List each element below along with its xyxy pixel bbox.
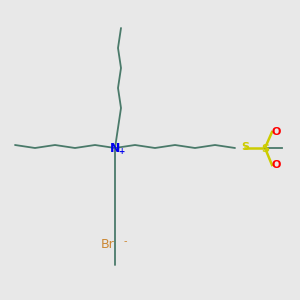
Text: Br: Br — [101, 238, 115, 251]
Text: O: O — [271, 127, 281, 137]
Text: O: O — [271, 160, 281, 170]
Text: S: S — [261, 144, 269, 154]
Text: N: N — [110, 142, 120, 154]
Text: -: - — [123, 236, 127, 246]
Text: +: + — [118, 148, 124, 157]
Text: S: S — [241, 142, 249, 152]
